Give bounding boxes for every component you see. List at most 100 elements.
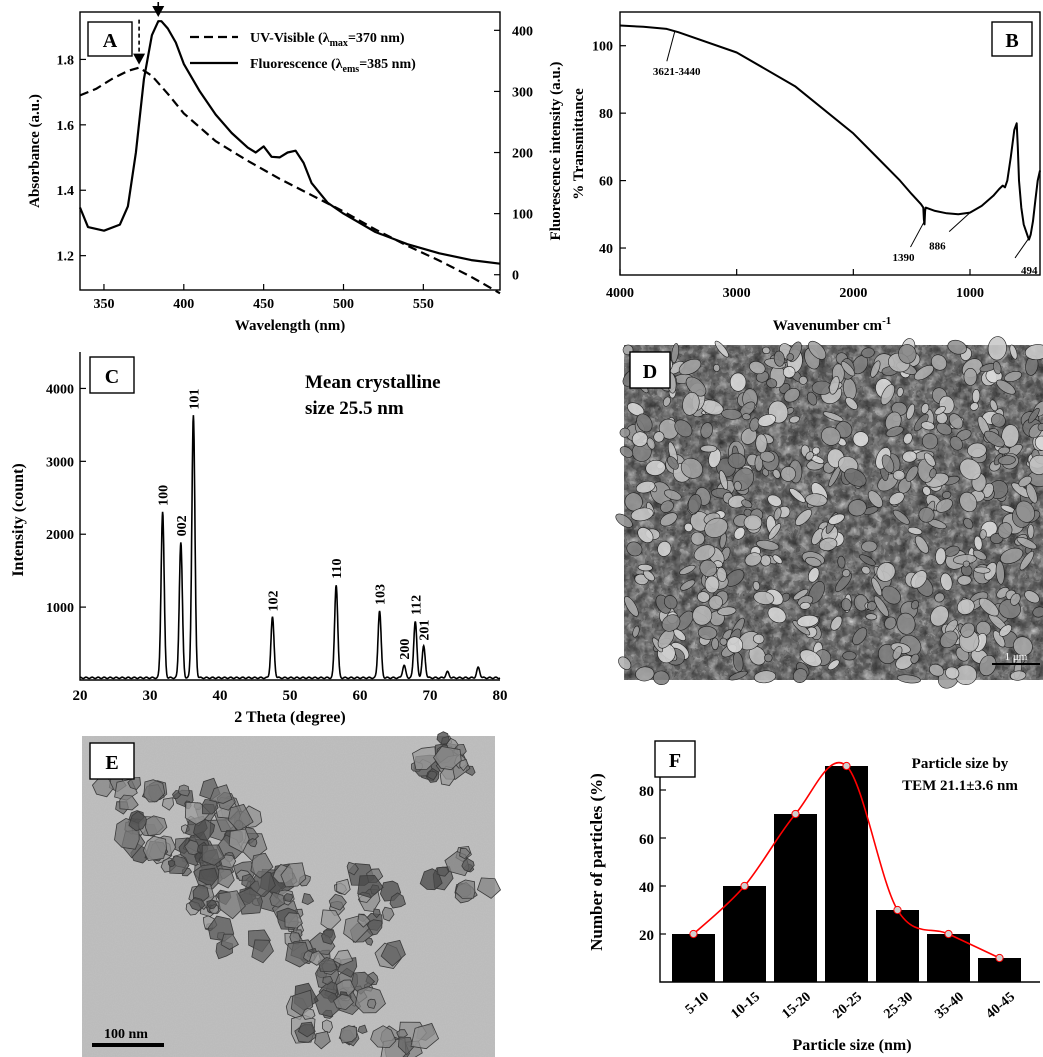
sem-grain — [935, 547, 947, 566]
panel-f-x-tick-label: 20-25 — [830, 990, 865, 1022]
panel-c-peak-label: 102 — [267, 591, 282, 612]
panel-b-annotation-leader — [910, 220, 925, 248]
panel-a-y2-tick-label: 0 — [512, 269, 519, 284]
sem-grain — [969, 402, 979, 411]
sem-grain — [805, 556, 822, 567]
sem-grain — [876, 562, 896, 582]
sem-grain — [799, 601, 811, 610]
tem-particle — [269, 891, 285, 908]
sem-grain — [753, 670, 777, 684]
panel-b-y-label: % Transmittance — [571, 88, 587, 200]
panel-f-x-tick-label: 15-20 — [779, 990, 814, 1022]
sem-grain — [896, 612, 916, 635]
panel-c-letter: C — [105, 366, 119, 388]
sem-grain — [808, 340, 827, 360]
sem-grain — [892, 646, 903, 660]
sem-grain — [948, 413, 964, 430]
sem-grain — [997, 522, 1013, 539]
panel-a-x-ticks: 350 400 450 500 550 — [93, 284, 434, 312]
sem-grain — [764, 653, 773, 663]
panel-d-letter: D — [643, 361, 657, 383]
panel-a-y2-tick-label: 400 — [512, 24, 533, 39]
tem-particle — [144, 815, 168, 837]
sem-grain — [792, 668, 808, 683]
sem-grain — [852, 627, 868, 645]
panel-f-y-ticks: 20 40 60 80 — [639, 784, 666, 944]
sem-grain — [674, 419, 693, 438]
tem-particle — [143, 779, 166, 803]
sem-grain — [1001, 424, 1020, 448]
sem-grain — [929, 468, 937, 479]
panel-f-note-line-1: Particle size by — [912, 756, 1009, 772]
sem-grain — [896, 674, 921, 684]
sem-grain — [704, 575, 720, 594]
sem-grain — [687, 494, 702, 514]
sem-grain — [772, 554, 783, 564]
sem-grain — [700, 444, 718, 453]
sem-grain — [1010, 670, 1027, 681]
sem-grain — [1037, 423, 1043, 432]
sem-grain — [743, 514, 763, 531]
tem-particle — [328, 893, 347, 911]
sem-grain — [755, 433, 768, 454]
panel-f-fit-point — [791, 809, 800, 819]
sem-grain — [1024, 590, 1040, 604]
panel-a-x-tick-label: 450 — [253, 297, 274, 312]
tem-particle — [389, 892, 406, 909]
sem-grain — [762, 468, 769, 477]
sem-grain — [632, 625, 640, 638]
sem-grain — [991, 413, 1006, 428]
sem-grain — [873, 595, 890, 617]
panel-b-annotation-label: 3621-3440 — [653, 66, 701, 78]
sem-grain — [786, 353, 794, 361]
tem-particle — [436, 731, 450, 745]
sem-grain — [929, 663, 944, 677]
sem-grain — [906, 403, 915, 420]
sem-grain — [756, 539, 780, 551]
panel-b-annotation-leader — [948, 211, 972, 232]
sem-grain — [861, 347, 875, 359]
panel-a-y2-label: Fluorescence intensity (a.u.) — [548, 62, 564, 241]
sem-grain — [881, 454, 895, 474]
sem-grain — [805, 451, 814, 461]
sem-grain — [959, 491, 978, 513]
panel-f-fit-curve — [689, 761, 1004, 963]
panel-c-x-label: 2 Theta (degree) — [234, 709, 345, 726]
tem-particle — [372, 908, 381, 919]
panel-b-frame — [619, 11, 1041, 276]
panel-f-fit-point — [893, 905, 902, 915]
tem-particle — [314, 1031, 331, 1050]
sem-grain — [660, 500, 674, 513]
sem-grain — [697, 591, 710, 603]
sem-grain — [680, 579, 696, 591]
panel-c-x-ticks: 20 30 40 50 60 70 80 — [73, 688, 508, 704]
tem-particle — [459, 758, 469, 772]
sem-grain — [637, 563, 653, 572]
sem-grain — [798, 375, 808, 385]
sem-grain — [979, 529, 987, 540]
sem-grain — [678, 358, 702, 376]
sem-grain — [789, 488, 806, 503]
panel-f-x-tick-label: 25-30 — [881, 990, 916, 1022]
sem-grain — [741, 499, 753, 509]
panel-a-x-tick-label: 500 — [333, 297, 354, 312]
sem-grain — [811, 528, 824, 545]
sem-grain — [845, 397, 858, 410]
sem-grain — [914, 365, 934, 381]
sem-grain — [728, 670, 748, 681]
panel-b-annotation-leader — [1014, 237, 1030, 259]
tem-particle — [177, 784, 190, 797]
sem-grain — [783, 387, 800, 403]
panel-a-x-tick-label: 350 — [93, 297, 114, 312]
sem-grain — [646, 437, 656, 450]
sem-grain — [960, 622, 975, 638]
sem-grain — [905, 465, 919, 482]
sem-grain — [973, 566, 991, 574]
sem-grain — [914, 535, 929, 554]
tem-particle — [228, 828, 250, 853]
sem-grain — [852, 431, 869, 447]
tem-particle — [127, 776, 142, 790]
sem-grain — [721, 408, 742, 420]
panel-a-y2-tick-label: 200 — [512, 147, 533, 162]
